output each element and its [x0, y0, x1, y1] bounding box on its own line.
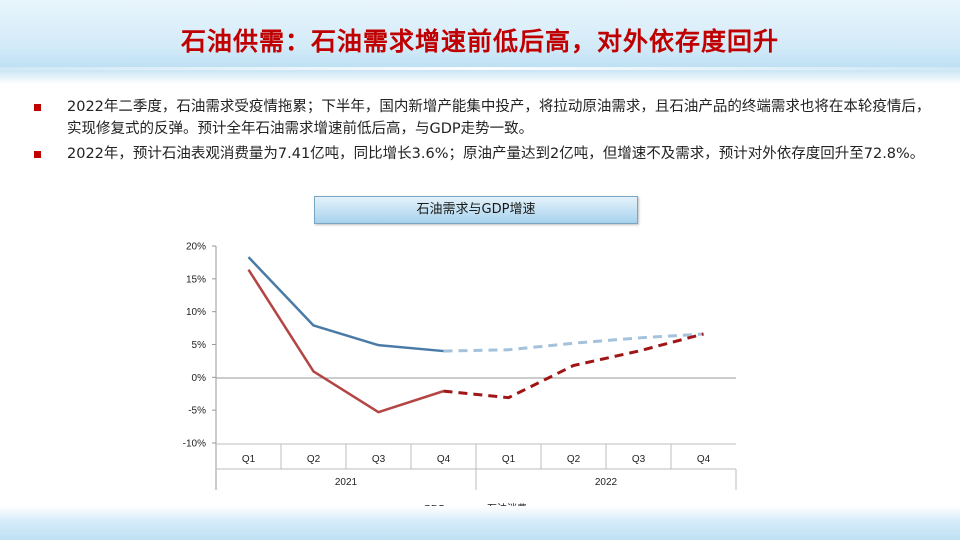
- y-tick-label: -5%: [188, 406, 206, 417]
- bullet-text: 2022年，预计石油表观消费量为7.41亿吨，同比增长3.6%；原油产量达到2亿…: [67, 146, 925, 162]
- y-tick-label: 10%: [186, 307, 206, 318]
- x-tick-label: Q2: [307, 454, 321, 465]
- x-tick-label: Q4: [697, 454, 711, 465]
- group-label: 2022: [595, 477, 618, 488]
- series-forecast-line-1: [443, 332, 704, 400]
- x-tick-label: Q3: [372, 454, 386, 465]
- y-tick-label: 5%: [192, 340, 207, 351]
- x-tick-label: Q3: [632, 454, 646, 465]
- series-line-0: [247, 256, 444, 353]
- page-title: 石油供需：石油需求增速前低后高，对外依存度回升: [180, 27, 779, 56]
- x-tick-label: Q1: [242, 454, 256, 465]
- series-forecast-line-0: [443, 332, 704, 353]
- bullet-item: 2022年，预计石油表观消费量为7.41亿吨，同比增长3.6%；原油产量达到2亿…: [34, 143, 939, 165]
- bullet-list: 2022年二季度，石油需求受疫情拖累；下半年，国内新增产能集中投产，将拉动原油需…: [34, 96, 939, 168]
- y-tick-label: 20%: [186, 242, 206, 253]
- chart-title: 石油需求与GDP增速: [314, 196, 638, 224]
- y-tick-label: 0%: [192, 373, 207, 384]
- header-band: [0, 0, 960, 84]
- y-tick-label: -10%: [183, 439, 206, 450]
- x-tick-label: Q2: [567, 454, 581, 465]
- square-bullet-icon: [34, 104, 41, 111]
- x-tick-label: Q1: [502, 454, 516, 465]
- series-line-1: [247, 268, 444, 414]
- group-label: 2021: [335, 477, 358, 488]
- y-tick-label: 15%: [186, 274, 206, 285]
- square-bullet-icon: [34, 151, 41, 158]
- x-tick-label: Q4: [437, 454, 451, 465]
- footer-band: [0, 506, 960, 540]
- bullet-text: 2022年二季度，石油需求受疫情拖累；下半年，国内新增产能集中投产，将拉动原油需…: [67, 99, 931, 137]
- bullet-item: 2022年二季度，石油需求受疫情拖累；下半年，国内新增产能集中投产，将拉动原油需…: [34, 96, 939, 140]
